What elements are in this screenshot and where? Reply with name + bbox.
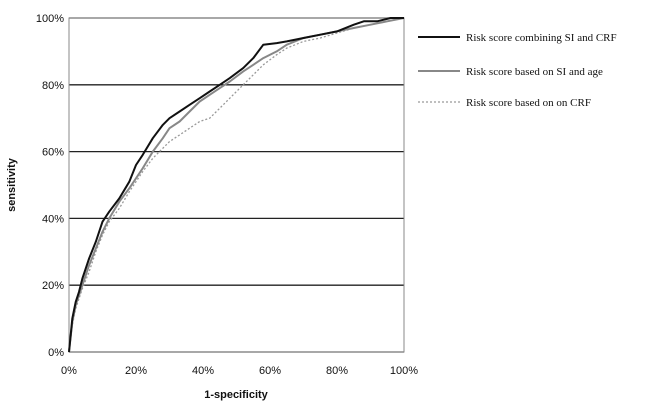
y-tick-label: 0% [48,347,64,359]
x-tick-label: 80% [326,365,348,377]
x-axis-title: 1-specificity [204,389,268,401]
x-tick-label: 40% [192,365,214,377]
x-tick-label: 20% [125,365,147,377]
gridlines [69,17,404,353]
x-tick-label: 100% [390,365,418,377]
series-line-1 [68,17,404,353]
legend-label: Risk score based on on CRF [466,97,591,109]
y-tick-label: 60% [42,147,64,159]
series-line-3 [68,17,405,353]
y-tick-label: 80% [42,80,64,92]
x-tick-labels: 0% 20% 40% 60% 80% 100% [61,365,418,377]
legend-label: Risk score combining SI and CRF [466,32,617,44]
plot-frame [68,17,405,353]
series-layer [68,17,405,353]
legend-label: Risk score based on SI and age [466,66,603,78]
legend: Risk score combining SI and CRF Risk scor… [418,32,617,109]
x-tick-label: 60% [259,365,281,377]
series-line-2 [68,17,405,353]
y-axis-title: sensitivity [6,157,18,212]
y-tick-label: 100% [36,13,64,25]
y-tick-labels: 0% 20% 40% 60% 80% 100% [36,13,64,359]
y-tick-label: 20% [42,280,64,292]
x-tick-label: 0% [61,365,77,377]
y-tick-label: 40% [42,213,64,225]
